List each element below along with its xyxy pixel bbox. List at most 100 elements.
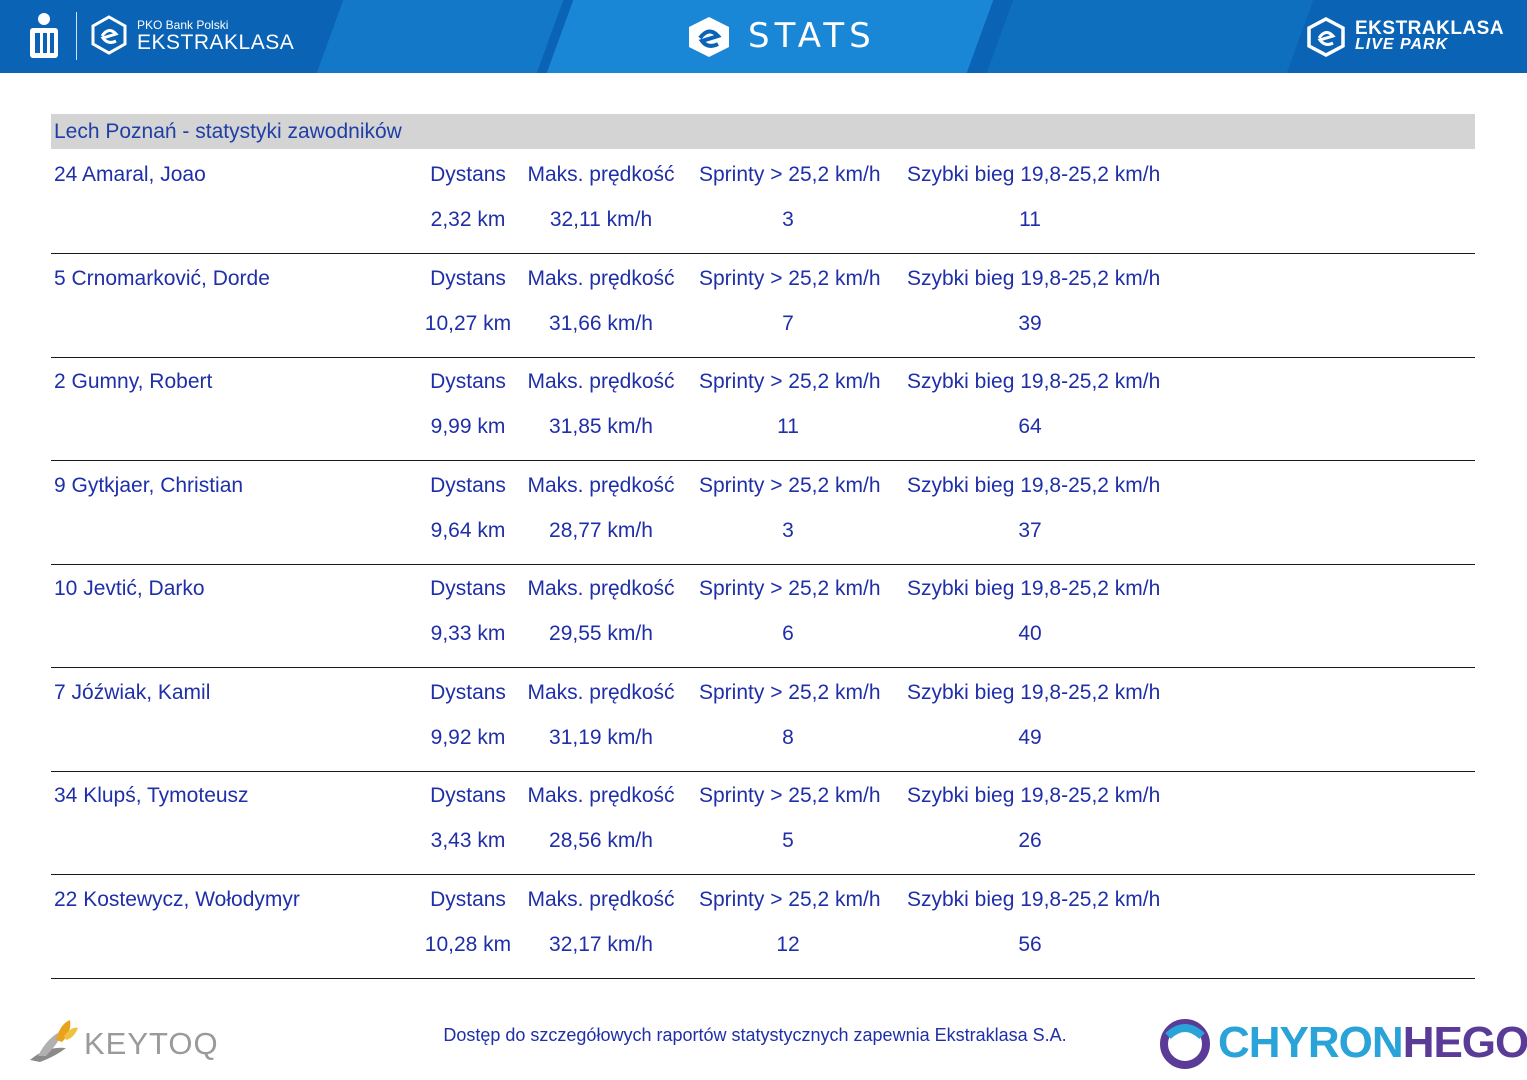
- brand-title: EKSTRAKLASA: [137, 31, 295, 54]
- player-row: 5 Crnomarković, Dorde Dystans Maks. pręd…: [51, 254, 1475, 358]
- stats-logo-icon: [689, 17, 729, 57]
- livepark-logo-icon: [1307, 17, 1345, 57]
- max-speed-label: Maks. prędkość: [527, 163, 675, 186]
- max-speed-value: 28,56 km/h: [549, 829, 653, 852]
- livepark-subtitle: LIVE PARK: [1355, 36, 1449, 53]
- footer-note: Dostęp do szczegółowych raportów statyst…: [443, 1025, 1067, 1045]
- chyron-part: CHYRON: [1218, 1018, 1404, 1067]
- fast-runs-value: 37: [1018, 519, 1042, 542]
- fast-runs-label: Szybki bieg 19,8-25,2 km/h: [907, 163, 1161, 186]
- sprints-value: 8: [782, 726, 794, 749]
- player-row: 24 Amaral, Joao Dystans Maks. prędkość S…: [51, 150, 1475, 254]
- max-speed-value: 32,17 km/h: [549, 933, 653, 956]
- keytoq-logo-text: KEYTOQ: [84, 1026, 219, 1061]
- distance-label: Dystans: [430, 370, 506, 393]
- livepark-title: EKSTRAKLASA: [1355, 18, 1505, 39]
- ekstraklasa-badge-icon: [91, 15, 127, 55]
- player-name: 22 Kostewycz, Wołodymyr: [54, 888, 300, 911]
- player-row: 22 Kostewycz, Wołodymyr Dystans Maks. pr…: [51, 875, 1475, 979]
- max-speed-label: Maks. prędkość: [527, 577, 675, 600]
- player-name: 34 Klupś, Tymoteusz: [54, 784, 249, 807]
- pko-logo-icon: [30, 13, 58, 58]
- fast-runs-value: 11: [1019, 208, 1041, 231]
- max-speed-label: Maks. prędkość: [527, 267, 675, 290]
- max-speed-value: 29,55 km/h: [549, 622, 653, 645]
- fast-runs-label: Szybki bieg 19,8-25,2 km/h: [907, 577, 1161, 600]
- distance-label: Dystans: [430, 474, 506, 497]
- max-speed-value: 31,66 km/h: [549, 312, 653, 335]
- sprints-value: 3: [782, 519, 794, 542]
- sprints-label: Sprinty > 25,2 km/h: [699, 474, 881, 497]
- sprints-label: Sprinty > 25,2 km/h: [699, 163, 881, 186]
- player-row: 9 Gytkjaer, Christian Dystans Maks. pręd…: [51, 461, 1475, 565]
- fast-runs-value: 64: [1018, 415, 1042, 438]
- distance-label: Dystans: [430, 681, 506, 704]
- header-bar: PKO Bank Polski EKSTRAKLASA STATS EKSTRA…: [0, 0, 1527, 73]
- player-row: 10 Jevtić, Darko Dystans Maks. prędkość …: [51, 564, 1475, 668]
- hego-part: HEGO: [1402, 1018, 1527, 1067]
- player-name: 9 Gytkjaer, Christian: [54, 474, 244, 497]
- fast-runs-label: Szybki bieg 19,8-25,2 km/h: [907, 474, 1161, 497]
- max-speed-label: Maks. prędkość: [527, 681, 675, 704]
- player-row: 34 Klupś, Tymoteusz Dystans Maks. prędko…: [51, 771, 1475, 875]
- player-name: 10 Jevtić, Darko: [54, 577, 205, 600]
- brand-subtitle: PKO Bank Polski: [137, 18, 229, 32]
- distance-value: 9,92 km: [430, 726, 506, 749]
- distance-value: 10,27 km: [424, 312, 512, 335]
- chyronhego-logo-icon: [1160, 1019, 1210, 1069]
- max-speed-value: 31,85 km/h: [549, 415, 653, 438]
- chyronhego-logo-text: CHYRONHEGO: [1218, 1018, 1527, 1068]
- fast-runs-label: Szybki bieg 19,8-25,2 km/h: [907, 370, 1161, 393]
- max-speed-value: 28,77 km/h: [549, 519, 653, 542]
- fast-runs-value: 39: [1018, 312, 1042, 335]
- sprints-value: 3: [782, 208, 794, 231]
- sprints-value: 7: [782, 312, 794, 335]
- sprints-value: 6: [782, 622, 794, 645]
- distance-label: Dystans: [430, 577, 506, 600]
- distance-value: 9,99 km: [430, 415, 506, 438]
- player-row: 7 Jóźwiak, Kamil Dystans Maks. prędkość …: [51, 668, 1475, 772]
- max-speed-label: Maks. prędkość: [527, 888, 675, 911]
- distance-label: Dystans: [430, 267, 506, 290]
- distance-value: 3,43 km: [430, 829, 506, 852]
- max-speed-label: Maks. prędkość: [527, 370, 675, 393]
- sprints-value: 11: [777, 415, 799, 438]
- sprints-label: Sprinty > 25,2 km/h: [699, 784, 881, 807]
- distance-value: 10,28 km: [424, 933, 512, 956]
- distance-value: 9,33 km: [430, 622, 506, 645]
- header-stripe: [316, 0, 564, 73]
- sprints-label: Sprinty > 25,2 km/h: [699, 577, 881, 600]
- player-name: 5 Crnomarković, Dorde: [54, 267, 270, 290]
- fast-runs-value: 49: [1018, 726, 1042, 749]
- distance-label: Dystans: [430, 784, 506, 807]
- sprints-label: Sprinty > 25,2 km/h: [699, 681, 881, 704]
- team-header: Lech Poznań - statystyki zawodników: [51, 114, 1475, 149]
- fast-runs-label: Szybki bieg 19,8-25,2 km/h: [907, 267, 1161, 290]
- max-speed-label: Maks. prędkość: [527, 474, 675, 497]
- fast-runs-value: 56: [1018, 933, 1042, 956]
- keytoq-logo-icon: [30, 1020, 78, 1062]
- max-speed-label: Maks. prędkość: [527, 784, 675, 807]
- fast-runs-label: Szybki bieg 19,8-25,2 km/h: [907, 784, 1161, 807]
- fast-runs-label: Szybki bieg 19,8-25,2 km/h: [907, 888, 1161, 911]
- sprints-label: Sprinty > 25,2 km/h: [699, 370, 881, 393]
- fast-runs-label: Szybki bieg 19,8-25,2 km/h: [907, 681, 1161, 704]
- sprints-label: Sprinty > 25,2 km/h: [699, 888, 881, 911]
- fast-runs-value: 26: [1018, 829, 1042, 852]
- player-name: 24 Amaral, Joao: [54, 163, 206, 186]
- sprints-value: 5: [782, 829, 794, 852]
- player-name: 2 Gumny, Robert: [54, 370, 213, 393]
- max-speed-value: 31,19 km/h: [549, 726, 653, 749]
- sprints-value: 12: [776, 933, 800, 956]
- stats-title: STATS: [748, 16, 876, 56]
- team-title: Lech Poznań - statystyki zawodników: [54, 120, 402, 143]
- sprints-label: Sprinty > 25,2 km/h: [699, 267, 881, 290]
- fast-runs-value: 40: [1018, 622, 1042, 645]
- logo-divider: [76, 12, 77, 60]
- max-speed-value: 32,11 km/h: [549, 208, 653, 231]
- header-stripe: [986, 0, 1314, 73]
- distance-label: Dystans: [430, 888, 506, 911]
- player-row: 2 Gumny, Robert Dystans Maks. prędkość S…: [51, 357, 1475, 461]
- distance-label: Dystans: [430, 163, 506, 186]
- player-name: 7 Jóźwiak, Kamil: [54, 681, 211, 704]
